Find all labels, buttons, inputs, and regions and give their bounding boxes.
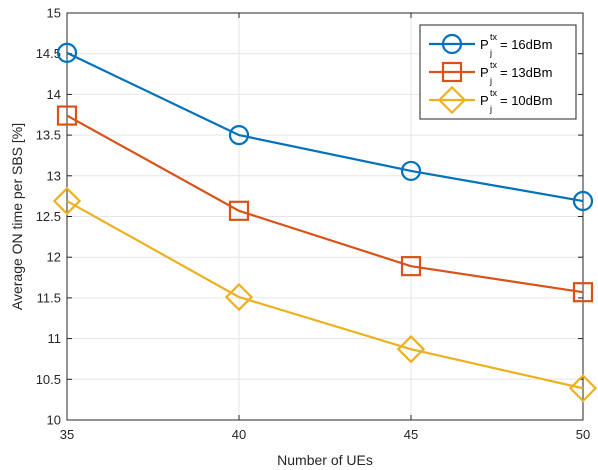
legend-label-subscript: j (489, 104, 492, 114)
data-point-square (56, 105, 78, 126)
legend-label-value: = 16dBm (500, 37, 552, 52)
series-line (66, 114, 584, 294)
y-axis-label: Average ON time per SBS [%] (9, 123, 25, 310)
legend-label-value: = 10dBm (500, 93, 552, 108)
x-axis-label: Number of UEs (277, 452, 373, 468)
y-tick-label: 13.5 (36, 128, 61, 143)
series-1 (56, 105, 594, 303)
y-tick-label: 11.5 (37, 290, 61, 305)
y-tick-label: 14.5 (36, 46, 61, 61)
axis-ticks: 35 40 45 50 10 10.5 11 11.5 12 12.5 13 13.5 14 14.5 15 (36, 6, 591, 443)
data-point-circle (441, 33, 463, 55)
x-tick-label: 40 (232, 427, 246, 442)
legend-label-superscript: tx (490, 88, 498, 98)
x-tick-label: 50 (576, 427, 590, 442)
y-tick-label: 14 (47, 87, 61, 102)
data-point-diamond (224, 282, 254, 312)
legend-label-value: = 13dBm (500, 65, 552, 80)
series-2 (52, 186, 598, 403)
y-tick-label: 13 (47, 168, 61, 183)
series-line (66, 51, 584, 203)
y-tick-label: 10.5 (36, 372, 61, 387)
data-point-diamond (568, 374, 598, 403)
legend-label-base: P (480, 37, 489, 52)
data-point-square (400, 256, 422, 277)
y-tick-label: 12.5 (36, 209, 61, 224)
legend-label-superscript: tx (490, 32, 498, 42)
series-0 (56, 42, 594, 212)
series-group (52, 42, 598, 403)
legend-label-subscript: j (489, 76, 492, 86)
y-tick-label: 15 (47, 6, 61, 21)
data-point-circle (56, 42, 78, 63)
data-point-square (572, 282, 594, 303)
data-point-diamond (396, 335, 426, 364)
data-point-diamond (437, 85, 467, 115)
data-point-diamond (52, 186, 82, 216)
data-point-circle (572, 190, 594, 212)
data-point-circle (400, 160, 422, 182)
y-tick-label: 10 (47, 413, 61, 428)
series-line (66, 200, 584, 390)
y-tick-label: 11 (48, 331, 62, 346)
x-tick-label: 35 (60, 427, 74, 442)
legend-label-base: P (480, 65, 489, 80)
x-tick-label: 45 (404, 427, 418, 442)
data-point-square (441, 61, 463, 83)
y-tick-label: 12 (47, 250, 61, 265)
data-point-circle (228, 125, 250, 146)
legend-label-base: P (480, 93, 489, 108)
legend-label-subscript: j (489, 48, 492, 58)
data-point-square (228, 200, 250, 221)
legend-label-superscript: tx (490, 60, 498, 70)
